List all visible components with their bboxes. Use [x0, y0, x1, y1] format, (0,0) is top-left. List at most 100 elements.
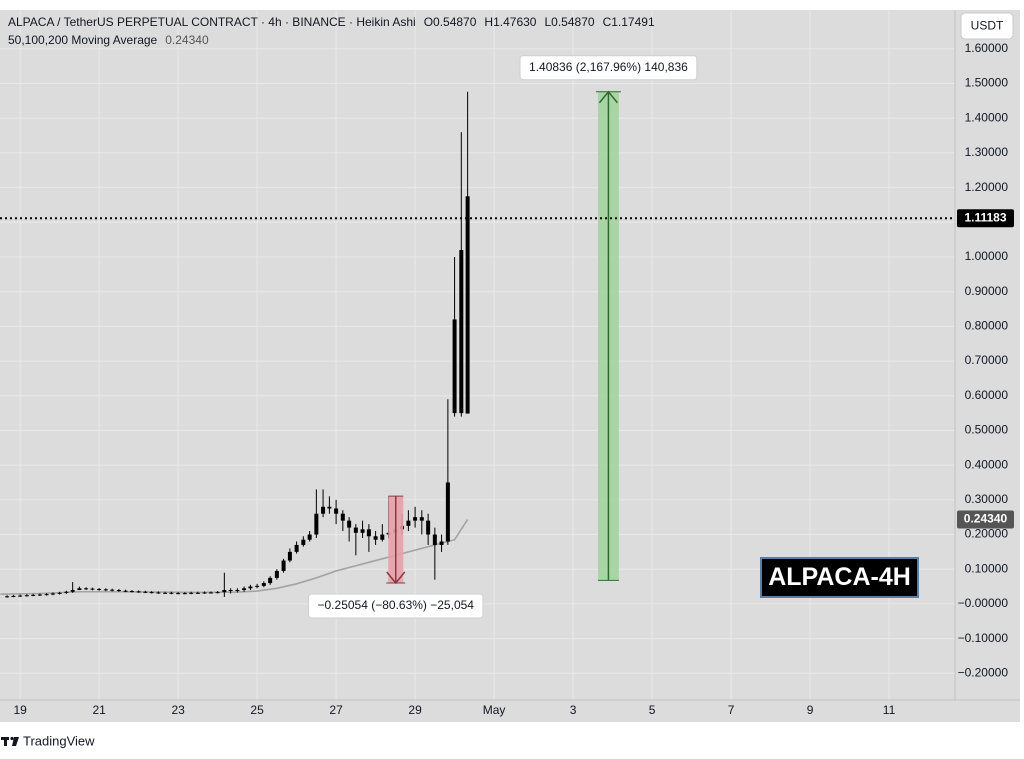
candle-body	[321, 506, 326, 514]
candle-body	[334, 508, 339, 514]
candle-body	[50, 593, 55, 595]
candle-body	[373, 536, 378, 540]
candle-body	[103, 589, 108, 591]
y-tick-label: 0.80000	[965, 319, 1009, 333]
brand: TradingView	[23, 733, 95, 748]
candle-body	[156, 592, 161, 594]
y-tick-label: 0.60000	[965, 388, 1009, 402]
candle-body	[353, 527, 358, 533]
candle-body	[149, 592, 154, 594]
ohlc-value: 1.47630	[493, 15, 537, 29]
y-tick-label: 0.30000	[965, 492, 1009, 506]
candle-body	[70, 590, 75, 592]
candle-body	[366, 529, 371, 537]
candle-body	[287, 551, 292, 561]
ohlc-key: H	[484, 15, 493, 29]
candle-body	[97, 588, 102, 590]
candle-body	[176, 593, 181, 595]
x-tick-label: 11	[883, 703, 896, 717]
ohlc-value: 0.54870	[433, 15, 477, 29]
chart-title: ALPACA / TetherUS PERPETUAL CONTRACT · 4…	[8, 15, 416, 29]
candle-body	[281, 560, 286, 571]
y-tick-label: −0.00000	[958, 596, 1009, 610]
candle-body	[64, 591, 69, 593]
candle-body	[195, 592, 200, 594]
candle-body	[419, 517, 424, 521]
candle-body	[57, 592, 62, 594]
candle-body	[110, 589, 115, 591]
currency-label[interactable]: USDT	[971, 19, 1004, 33]
y-tick-label: −0.10000	[958, 631, 1009, 645]
candle-body	[307, 534, 312, 540]
candle-body	[340, 513, 345, 521]
candle-body	[11, 595, 16, 597]
y-tick-label: 0.90000	[965, 284, 1009, 298]
ma-price-label: 0.24340	[964, 512, 1008, 526]
x-tick-label: 5	[649, 703, 656, 717]
candle-body	[143, 591, 148, 593]
y-tick-label: 0.10000	[965, 561, 1009, 575]
measure-label-box	[519, 55, 698, 81]
last-price-label: 1.11183	[964, 210, 1006, 224]
candle-body	[44, 594, 49, 596]
candle-body	[413, 517, 418, 521]
candle-body	[228, 590, 233, 592]
measure-label-box	[308, 593, 484, 619]
chart-background	[0, 10, 1020, 722]
candle-body	[255, 585, 260, 587]
candle-body	[169, 592, 174, 594]
candle-body	[24, 595, 29, 597]
candle-body	[406, 520, 411, 526]
ohlc-key: C	[603, 15, 612, 29]
candle-body	[182, 593, 187, 595]
candle-body	[163, 592, 168, 594]
candle-body	[189, 592, 194, 594]
candle-body	[18, 595, 23, 597]
indicator-value: 0.24340	[165, 33, 209, 47]
candle-body	[242, 588, 247, 591]
measure-label: 1.40836 (2,167.96%) 140,836	[529, 60, 688, 74]
x-tick-label: 19	[13, 703, 27, 717]
y-tick-label: 1.50000	[965, 76, 1009, 90]
y-tick-label: 1.60000	[965, 41, 1009, 55]
x-tick-label: 29	[408, 703, 422, 717]
y-tick-label: 0.20000	[965, 527, 1009, 541]
x-tick-label: 9	[807, 703, 814, 717]
candle-body	[208, 592, 213, 594]
candle-body	[37, 594, 42, 596]
y-tick-label: 0.50000	[965, 423, 1009, 437]
candle-body	[5, 596, 10, 598]
y-tick-label: 0.70000	[965, 353, 1009, 367]
ohlc-value: 1.17491	[611, 15, 655, 29]
candle-body	[268, 577, 273, 584]
logo-part	[10, 736, 14, 741]
candle-body	[123, 590, 128, 592]
watermark: ALPACA-4H	[768, 563, 911, 591]
brand-logo	[1, 736, 19, 746]
ohlc-value: 0.54870	[551, 15, 595, 29]
y-tick-label: 0.40000	[965, 457, 1009, 471]
currency-button[interactable]	[960, 12, 1014, 40]
watermark-box	[760, 557, 919, 598]
ohlc-key: L	[544, 15, 551, 29]
y-tick-label: 1.00000	[965, 249, 1009, 263]
x-tick-label: 3	[570, 703, 577, 717]
candle-body	[465, 196, 470, 414]
candle-body	[235, 590, 240, 592]
y-tick-label: 1.20000	[965, 180, 1009, 194]
ma-price-badge	[957, 510, 1014, 529]
candle-body	[274, 570, 279, 578]
candle-body	[360, 529, 365, 533]
x-tick-label: 21	[92, 703, 106, 717]
candle-body	[90, 588, 95, 590]
candle-body	[31, 594, 36, 596]
x-tick-label: May	[483, 703, 506, 717]
y-tick-label: 1.30000	[965, 145, 1009, 159]
candle-body	[459, 250, 464, 414]
x-tick-label: 25	[250, 703, 264, 717]
header: ALPACA / TetherUS PERPETUAL CONTRACT · 4…	[8, 15, 655, 29]
candle-body	[202, 592, 207, 594]
logo-part	[4, 737, 7, 746]
y-tick-label: 1.40000	[965, 110, 1009, 124]
candle-body	[327, 506, 332, 509]
